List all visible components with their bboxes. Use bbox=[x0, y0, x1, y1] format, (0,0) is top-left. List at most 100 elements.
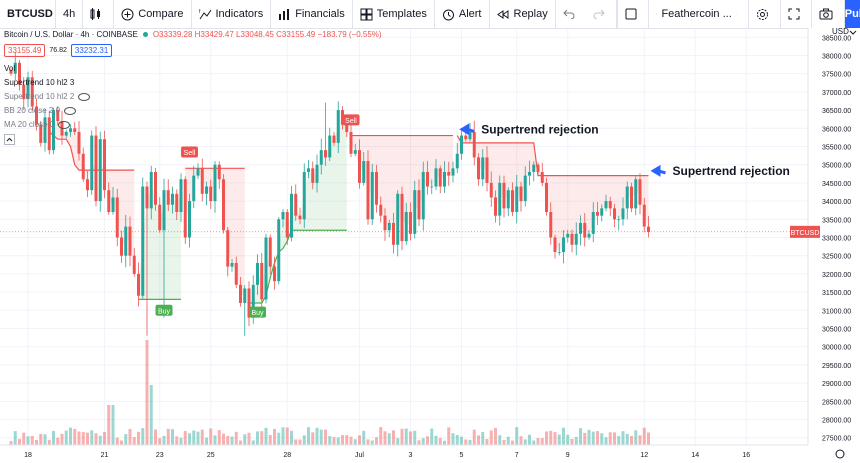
candle-body bbox=[400, 193, 404, 242]
x-tick-label: 14 bbox=[691, 452, 699, 459]
volume-bar bbox=[460, 436, 463, 445]
hidden-eye-icon[interactable] bbox=[64, 107, 77, 115]
legend-change: −183.79 (−0.55%) bbox=[317, 30, 382, 39]
hidden-eye-icon[interactable] bbox=[78, 93, 91, 101]
y-tick-label: 33000.00 bbox=[822, 236, 851, 243]
volume-bar bbox=[511, 440, 514, 445]
y-tick-label: 32000.00 bbox=[822, 272, 851, 279]
alert-label: Alert bbox=[458, 8, 482, 20]
axis-corner[interactable]: USD bbox=[808, 28, 860, 463]
indicator-supertrend-1[interactable]: Supertrend 10 hl2 3 bbox=[4, 76, 382, 90]
candle-body bbox=[137, 273, 140, 296]
candle-body bbox=[362, 161, 366, 183]
price-axis[interactable]: 27500.00 28000.00 28500.00 29000.00 29500.00… bbox=[790, 28, 860, 445]
candle-body bbox=[200, 168, 204, 194]
price-tag-bg bbox=[790, 225, 820, 238]
candle-body bbox=[604, 201, 608, 209]
ask-price-badge[interactable]: 33232.31 bbox=[70, 44, 113, 57]
volume-bar bbox=[362, 430, 366, 445]
candle-body bbox=[162, 190, 166, 231]
supertrend-fill bbox=[185, 168, 245, 296]
candle-body bbox=[549, 212, 553, 238]
legend-open: O33339.28 bbox=[152, 30, 193, 39]
y-tick-label: 38500.00 bbox=[822, 35, 851, 42]
indicator-ma[interactable]: MA 20 close 0 bbox=[4, 118, 382, 132]
candle-body bbox=[332, 135, 336, 143]
hidden-eye-icon[interactable] bbox=[58, 121, 71, 129]
fullscreen-button[interactable] bbox=[781, 0, 812, 28]
signal-badge bbox=[342, 114, 360, 126]
annotation-text: Supertrend rejection bbox=[481, 122, 598, 136]
y-tick-label: 30500.00 bbox=[822, 327, 851, 334]
volume-bar bbox=[111, 405, 115, 445]
interval-button[interactable]: 4h bbox=[56, 0, 84, 28]
redo-button[interactable] bbox=[586, 0, 617, 28]
signal-label: Sell bbox=[184, 150, 196, 157]
fullscreen-toggle[interactable] bbox=[618, 0, 649, 28]
x-tick-label: 16 bbox=[742, 452, 750, 459]
indicator-bb[interactable]: BB 20 close 2 0 bbox=[4, 104, 382, 118]
volume-bar bbox=[73, 428, 77, 445]
candle-body bbox=[485, 157, 489, 183]
legend-title[interactable]: Bitcoin / U.S. Dollar · 4h · COINBASE bbox=[4, 30, 138, 39]
volume-bar bbox=[264, 427, 268, 445]
cloud-icon bbox=[655, 13, 658, 15]
publish-button[interactable]: Publish bbox=[844, 0, 860, 28]
candle-body bbox=[35, 106, 38, 125]
financials-button[interactable]: Financials bbox=[271, 0, 353, 28]
replay-button[interactable]: Replay bbox=[490, 0, 556, 28]
signal-labels: Sell Buy Buy Sell bbox=[155, 114, 360, 318]
candle-body bbox=[421, 171, 425, 220]
candle-body bbox=[26, 77, 30, 100]
candle-body bbox=[413, 190, 417, 234]
x-tick-label: 23 bbox=[156, 452, 164, 459]
candle-body bbox=[145, 186, 149, 209]
volume-bar bbox=[370, 440, 374, 445]
undo-button[interactable] bbox=[556, 0, 586, 28]
volume-bar bbox=[353, 439, 357, 445]
time-axis[interactable]: 1821232528Jul357912141619 bbox=[0, 444, 860, 463]
legend-collapse-button[interactable] bbox=[4, 132, 382, 146]
indicators-label: Indicators bbox=[215, 8, 264, 20]
top-toolbar: BTCUSD 4h Compare f Indicators Financial… bbox=[0, 0, 860, 29]
volume-bar bbox=[536, 438, 540, 445]
currency-label[interactable]: USD bbox=[832, 28, 849, 36]
interval-label: 4h bbox=[63, 8, 76, 20]
compare-button[interactable]: Compare bbox=[114, 0, 192, 28]
candle-body bbox=[409, 212, 412, 234]
volume-bar bbox=[290, 430, 293, 445]
symbol-search-button[interactable]: BTCUSD bbox=[0, 0, 56, 28]
alert-button[interactable]: Alert bbox=[435, 0, 490, 28]
volume-bar bbox=[171, 429, 174, 445]
indicators-button[interactable]: f Indicators bbox=[192, 0, 272, 28]
volume-bar bbox=[9, 441, 13, 445]
settings-button[interactable] bbox=[749, 0, 781, 28]
volume-bar bbox=[472, 429, 476, 445]
volume-bar bbox=[336, 437, 340, 445]
volume-bar bbox=[387, 433, 391, 445]
candle-body bbox=[464, 135, 468, 140]
volume-label: Vol bbox=[4, 64, 16, 73]
bid-price-badge[interactable]: 33155.49 bbox=[4, 44, 46, 57]
volume-legend[interactable]: Vol bbox=[4, 62, 382, 76]
supertrend-fill bbox=[457, 135, 649, 253]
layout-menu[interactable]: Feathercoin ... bbox=[649, 0, 749, 28]
candle-body bbox=[430, 186, 434, 188]
chart-style-button[interactable] bbox=[83, 0, 115, 28]
candle-body bbox=[515, 186, 519, 213]
chart-grid bbox=[0, 30, 824, 445]
snapshot-button[interactable] bbox=[812, 0, 845, 28]
axis-settings-gear-icon[interactable] bbox=[835, 449, 845, 459]
volume-bar bbox=[553, 432, 557, 445]
templates-button[interactable]: Templates bbox=[353, 0, 435, 28]
candle-body bbox=[22, 84, 26, 100]
volume-bar bbox=[591, 431, 595, 445]
volume-bar bbox=[205, 437, 208, 445]
supertrend-line bbox=[456, 135, 649, 177]
volume-bar bbox=[162, 435, 166, 445]
indicator-supertrend-2[interactable]: Supertrend 10 hl2 2 bbox=[4, 90, 382, 104]
expand-icon bbox=[788, 8, 800, 20]
supertrend-fill bbox=[138, 188, 181, 300]
candle-body bbox=[553, 237, 557, 253]
